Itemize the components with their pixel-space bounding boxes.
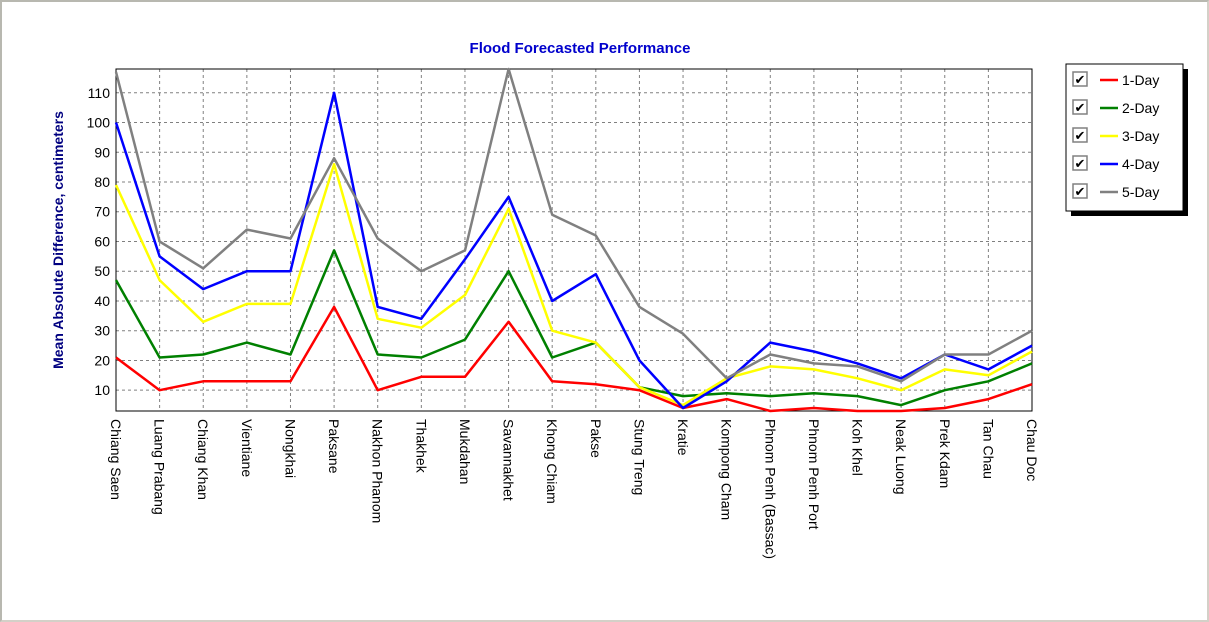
x-tick-label: Koh Khel bbox=[850, 419, 866, 476]
x-tick-label: Pakse bbox=[588, 419, 604, 458]
legend-item-3-day[interactable]: ✔ 3-Day bbox=[1072, 127, 1159, 144]
legend: ✔ 1-Day ✔ 2-Day ✔ 3-Day ✔ 4-Day ✔ 5-Day bbox=[1065, 63, 1188, 216]
plot-area-border bbox=[115, 68, 1033, 412]
legend-item-1-day[interactable]: ✔ 1-Day bbox=[1072, 71, 1159, 88]
y-tick-label: 80 bbox=[94, 174, 110, 190]
y-tick-label: 20 bbox=[94, 352, 110, 368]
legend-checkbox[interactable] bbox=[1072, 71, 1088, 87]
x-tick-label: Chau Doc bbox=[1024, 419, 1040, 481]
x-tick-label: Tan Chau bbox=[980, 419, 996, 479]
check-icon: ✔ bbox=[1075, 157, 1086, 172]
x-tick-label: Kratie bbox=[675, 419, 691, 456]
x-tick-label: Prek Kdam bbox=[937, 419, 953, 488]
y-tick-label: 60 bbox=[94, 233, 110, 249]
y-tick-label: 30 bbox=[94, 323, 110, 339]
legend-label: 5-Day bbox=[1122, 184, 1159, 200]
y-axis-label: Mean Absolute Difference, centimeters bbox=[50, 111, 66, 369]
x-tick-label: Nakhon Phanom bbox=[370, 419, 386, 523]
x-axis-ticks: Chiang Saen Luang Prabang Chiang Khan Vient… bbox=[108, 419, 1040, 559]
legend-checkbox[interactable] bbox=[1072, 183, 1088, 199]
y-tick-label: 10 bbox=[94, 382, 110, 398]
x-tick-label: Phnom Penh (Bassac) bbox=[762, 419, 778, 559]
x-tick-label: Vientiane bbox=[239, 419, 255, 477]
check-icon: ✔ bbox=[1075, 129, 1086, 144]
grid-lines bbox=[116, 69, 1032, 411]
check-icon: ✔ bbox=[1075, 101, 1086, 116]
legend-label: 1-Day bbox=[1122, 72, 1159, 88]
series-line-3-day bbox=[114, 162, 1033, 407]
x-tick-label: Stung Treng bbox=[631, 419, 647, 495]
y-tick-label: 100 bbox=[87, 115, 111, 131]
legend-item-4-day[interactable]: ✔ 4-Day bbox=[1072, 155, 1159, 172]
series-lines bbox=[114, 67, 1033, 413]
legend-checkbox[interactable] bbox=[1072, 155, 1088, 171]
x-tick-label: Neak Luong bbox=[893, 419, 909, 495]
check-icon: ✔ bbox=[1075, 185, 1086, 200]
x-tick-label: Paksane bbox=[326, 419, 342, 474]
legend-checkbox[interactable] bbox=[1072, 99, 1088, 115]
x-tick-label: Luang Prabang bbox=[152, 419, 168, 515]
series-line-1-day bbox=[115, 305, 1033, 413]
legend-label: 2-Day bbox=[1122, 100, 1159, 116]
x-tick-label: Chiang Khan bbox=[195, 419, 211, 500]
series-line-5-day bbox=[114, 67, 1033, 383]
x-tick-label: Nongkhai bbox=[282, 419, 298, 478]
y-tick-label: 90 bbox=[94, 144, 110, 160]
chart-title: Flood Forecasted Performance bbox=[470, 40, 691, 57]
legend-item-2-day[interactable]: ✔ 2-Day bbox=[1072, 99, 1159, 116]
legend-item-5-day[interactable]: ✔ 5-Day bbox=[1072, 183, 1159, 200]
x-tick-label: Kompong Cham bbox=[719, 419, 735, 520]
series-line-4-day bbox=[114, 91, 1033, 410]
y-axis-ticks: 10 20 30 40 50 60 70 80 90 100 110 bbox=[87, 85, 111, 398]
series-line-2-day bbox=[114, 249, 1033, 407]
y-tick-label: 40 bbox=[94, 293, 110, 309]
y-tick-label: 70 bbox=[94, 204, 110, 220]
x-tick-label: Mukdahan bbox=[457, 419, 473, 484]
y-tick-label: 110 bbox=[88, 85, 111, 101]
x-tick-label: Chiang Saen bbox=[108, 419, 124, 500]
legend-label: 4-Day bbox=[1122, 156, 1159, 172]
legend-label: 3-Day bbox=[1122, 128, 1159, 144]
legend-checkbox[interactable] bbox=[1072, 127, 1088, 143]
x-tick-label: Phnom Penh Port bbox=[806, 419, 822, 530]
x-tick-label: Khong Chiam bbox=[544, 419, 560, 504]
x-tick-label: Thakhek bbox=[413, 419, 429, 474]
y-tick-label: 50 bbox=[94, 263, 110, 279]
x-tick-label: Savannakhet bbox=[501, 419, 517, 501]
check-icon: ✔ bbox=[1075, 73, 1086, 88]
